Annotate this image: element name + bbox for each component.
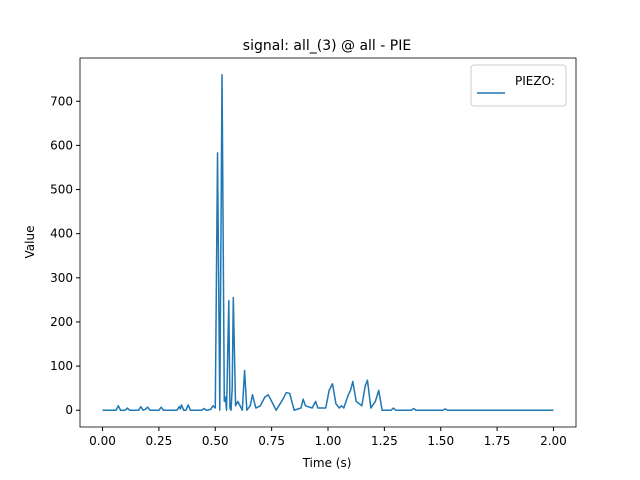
y-tick-label: 400 bbox=[50, 227, 73, 241]
y-tick-label: 200 bbox=[50, 315, 73, 329]
y-tick-label: 300 bbox=[50, 271, 73, 285]
x-axis-label: Time (s) bbox=[302, 456, 352, 470]
x-tick-label: 0.00 bbox=[89, 434, 116, 448]
chart-title: signal: all_(3) @ all - PIE bbox=[243, 38, 411, 54]
y-tick-label: 0 bbox=[65, 403, 73, 417]
data-line bbox=[102, 74, 554, 411]
x-tick-label: 1.50 bbox=[427, 434, 454, 448]
x-tick-label: 2.00 bbox=[540, 434, 567, 448]
y-tick-label: 600 bbox=[50, 138, 73, 152]
x-tick-label: 0.25 bbox=[146, 434, 173, 448]
x-tick-label: 0.50 bbox=[202, 434, 229, 448]
plot-frame bbox=[79, 57, 577, 428]
legend-box bbox=[470, 64, 567, 107]
y-tick-label: 500 bbox=[50, 183, 73, 197]
y-axis-label: Value bbox=[23, 226, 37, 259]
x-tick-label: 1.75 bbox=[484, 434, 511, 448]
legend-label: PIEZO: bbox=[515, 74, 555, 88]
x-tick-label: 1.25 bbox=[371, 434, 398, 448]
y-tick-label: 700 bbox=[50, 94, 73, 108]
y-tick-label: 100 bbox=[50, 359, 73, 373]
x-tick-label: 0.75 bbox=[258, 434, 285, 448]
x-tick-label: 1.00 bbox=[315, 434, 342, 448]
